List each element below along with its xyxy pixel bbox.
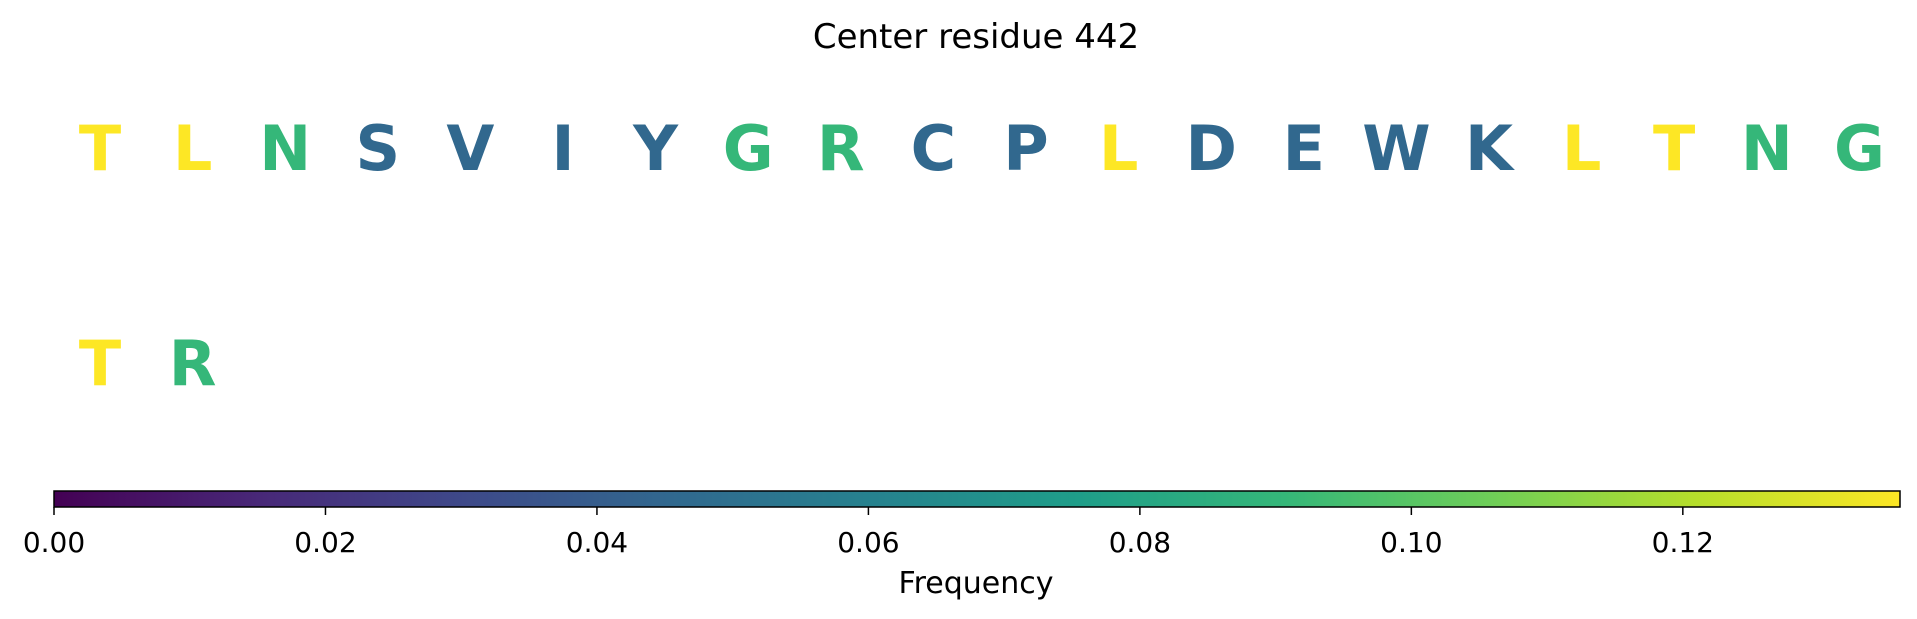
residue-letter: Y <box>632 112 679 185</box>
colorbar-tick-label: 0.08 <box>1109 526 1171 559</box>
residue-letter: L <box>1099 112 1139 185</box>
colorbar-tick-label: 0.00 <box>23 526 85 559</box>
colorbar-label: Frequency <box>899 566 1054 601</box>
colorbar-tick-label: 0.04 <box>566 526 628 559</box>
residue-letter: W <box>1362 112 1430 185</box>
residue-letter: T <box>79 112 121 185</box>
residue-letter: S <box>355 112 400 185</box>
colorbar-tick-label: 0.10 <box>1380 526 1442 559</box>
residue-letter: D <box>1185 112 1236 185</box>
residue-letter: G <box>1834 112 1885 185</box>
colorbar-tick-label: 0.02 <box>294 526 356 559</box>
residue-letter: N <box>259 112 311 185</box>
residue-letter: P <box>1003 112 1048 185</box>
residue-letter: T <box>1653 112 1695 185</box>
residue-letter: I <box>551 112 574 185</box>
residue-letter: E <box>1283 112 1325 185</box>
colorbar <box>53 490 1901 508</box>
residue-letter: C <box>911 112 957 185</box>
colorbar-tick-label: 0.12 <box>1652 526 1714 559</box>
colorbar-ticks: 0.00 0.02 0.04 0.06 0.08 0.10 0.12 <box>23 507 1714 559</box>
residue-letter: V <box>446 112 494 185</box>
chart-title: Center residue 442 <box>813 17 1139 57</box>
residue-letter: K <box>1465 112 1515 185</box>
residue-letter: R <box>817 112 865 185</box>
residue-letter: G <box>723 112 774 185</box>
colorbar-tick-label: 0.06 <box>837 526 899 559</box>
residue-letter: T <box>79 327 121 400</box>
residue-letter: N <box>1741 112 1793 185</box>
residue-letter: L <box>1562 112 1602 185</box>
residue-letter: L <box>173 112 213 185</box>
residue-letters: T L N S V I Y G R C P L D E W K L T N GT R <box>79 112 1885 400</box>
residue-letter: R <box>169 327 217 400</box>
